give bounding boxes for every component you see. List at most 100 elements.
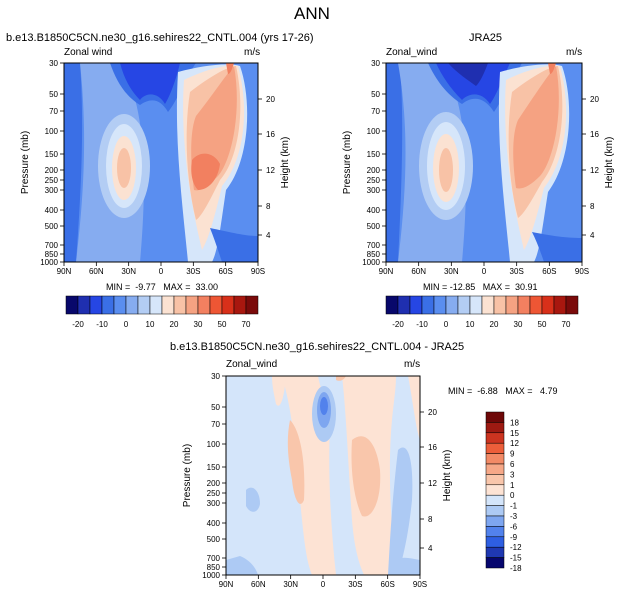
bottom-y2-tick-label: 8: [428, 515, 433, 524]
right-colorbar-swatch: [385, 295, 399, 315]
right-colorbar-swatch: [529, 295, 543, 315]
right-colorbar-swatch: [541, 295, 555, 315]
right-colorbar-label: -20: [392, 320, 404, 329]
left-y-tick-label: 30: [49, 59, 58, 68]
right-y-tick-label: 150: [367, 150, 381, 159]
bottom-y-tick-label: 300: [207, 499, 221, 508]
right-colorbar-label: 50: [538, 320, 547, 329]
bottom-colorbar-label: -9: [510, 533, 518, 542]
left-colorbar-swatch: [221, 295, 235, 315]
right-x-tick-label: 30S: [510, 267, 524, 276]
right-colorbar-swatch: [409, 295, 423, 315]
right-colorbar-swatch: [505, 295, 519, 315]
bottom-y-tick-label: 700: [207, 554, 221, 563]
right-x-tick-label: 30N: [444, 267, 459, 276]
bottom-colorbar-swatch: [485, 536, 505, 548]
left-y2-tick-label: 12: [266, 166, 275, 175]
left-y-axis-label: Pressure (mb): [20, 131, 31, 194]
bottom-x-tick-label: 0: [321, 580, 326, 589]
right-y-tick-label: 250: [367, 176, 381, 185]
left-colorbar-swatch: [233, 295, 247, 315]
right-colorbar-swatch: [433, 295, 447, 315]
left-variable-label: Zonal wind: [64, 47, 113, 58]
right-colorbar-label: 20: [490, 320, 499, 329]
left-colorbar-swatch: [101, 295, 115, 315]
bottom-colorbar-swatch: [485, 494, 505, 506]
bottom-colorbar-swatch: [485, 515, 505, 527]
bottom-colorbar-label: -18: [510, 564, 522, 573]
right-colorbar-swatch: [481, 295, 495, 315]
bottom-y2-axis-label: Height (km): [442, 450, 453, 502]
left-y-tick-label: 700: [45, 241, 59, 250]
bottom-y-axis-label: Pressure (mb): [182, 444, 193, 507]
colorbar-layer: -20 -10 0 10 20 30 50 70 -20 -10 0 10 20 30 50 70181512…: [65, 295, 579, 573]
left-y2-tick-label: 16: [266, 130, 275, 139]
right-colorbar-swatch: [553, 295, 567, 315]
right-y-axis-label: Pressure (mb): [342, 131, 353, 194]
left-colorbar-label: 30: [194, 320, 203, 329]
bottom-colorbar-label: 1: [510, 481, 515, 490]
right-colorbar-swatch: [517, 295, 531, 315]
right-y-tick-label: 500: [367, 222, 381, 231]
right-y2-tick-label: 4: [590, 231, 595, 240]
bottom-colorbar-swatch: [485, 557, 505, 569]
bottom-y2-tick-label: 20: [428, 408, 437, 417]
bottom-colorbar-swatch: [485, 484, 505, 496]
bottom-x-tick-label: 60N: [251, 580, 266, 589]
left-units-label: m/s: [244, 47, 261, 58]
left-colorbar-swatch: [197, 295, 211, 315]
bottom-y-tick-label: 100: [207, 440, 221, 449]
left-colorbar-swatch: [125, 295, 139, 315]
right-x-tick-label: 0: [482, 267, 487, 276]
left-y-tick-label: 250: [45, 176, 59, 185]
bottom-y-tick-label: 70: [211, 420, 220, 429]
right-y2-tick-label: 16: [590, 130, 599, 139]
left-colorbar-swatch: [245, 295, 259, 315]
right-colorbar-swatch: [397, 295, 411, 315]
left-y-tick-label: 100: [45, 127, 59, 136]
bottom-x-tick-label: 30N: [283, 580, 298, 589]
left-colorbar-swatch: [89, 295, 103, 315]
left-colorbar-label: 10: [146, 320, 155, 329]
bottom-colorbar-label: -6: [510, 522, 518, 531]
left-colorbar-label: -10: [96, 320, 108, 329]
bottom-y-tick-label: 250: [207, 489, 221, 498]
bottom-colorbar-swatch: [485, 526, 505, 538]
left-colorbar-label: 50: [218, 320, 227, 329]
left-colorbar-label: 20: [170, 320, 179, 329]
right-colorbar-label: -10: [416, 320, 428, 329]
bottom-colorbar-label: 0: [510, 491, 515, 500]
right-colorbar-label: 30: [514, 320, 523, 329]
left-y-tick-label: 200: [45, 166, 59, 175]
bottom-colorbar-swatch: [485, 505, 505, 517]
bottom-y2-tick-label: 12: [428, 479, 437, 488]
bottom-x-tick-label: 90N: [219, 580, 234, 589]
right-x-tick-label: 90S: [575, 267, 589, 276]
bottom-panel-title: b.e13.B1850C5CN.ne30_g16.sehires22_CNTL.…: [170, 341, 465, 353]
right-colorbar-swatch: [457, 295, 471, 315]
right-colorbar-label: 70: [562, 320, 571, 329]
left-x-tick-label: 30N: [121, 267, 136, 276]
bottom-colorbar-swatch: [485, 411, 505, 423]
right-y-tick-label: 100: [367, 127, 381, 136]
left-y-tick-label: 150: [45, 150, 59, 159]
right-units-label: m/s: [566, 47, 583, 58]
right-colorbar-label: 10: [466, 320, 475, 329]
left-colorbar-label: -20: [72, 320, 84, 329]
bottom-y2-tick-label: 16: [428, 443, 437, 452]
left-colorbar-swatch: [77, 295, 91, 315]
bottom-y-tick-label: 1000: [202, 571, 220, 580]
right-x-tick-label: 60N: [411, 267, 426, 276]
left-panel-title: b.e13.B1850C5CN.ne30_g16.sehires22_CNTL.…: [6, 32, 314, 44]
bottom-colorbar-label: 9: [510, 450, 515, 459]
left-colorbar-swatch: [173, 295, 187, 315]
right-y-tick-label: 400: [367, 206, 381, 215]
right-panel-title: JRA25: [469, 32, 503, 44]
bottom-variable-label: Zonal_wind: [226, 359, 278, 370]
bottom-y-tick-label: 200: [207, 479, 221, 488]
left-y-tick-label: 50: [49, 90, 58, 99]
left-x-tick-label: 30S: [186, 267, 200, 276]
bottom-minmax: MIN = -6.88 MAX = 4.79: [448, 386, 558, 396]
bottom-colorbar-label: -15: [510, 554, 522, 563]
